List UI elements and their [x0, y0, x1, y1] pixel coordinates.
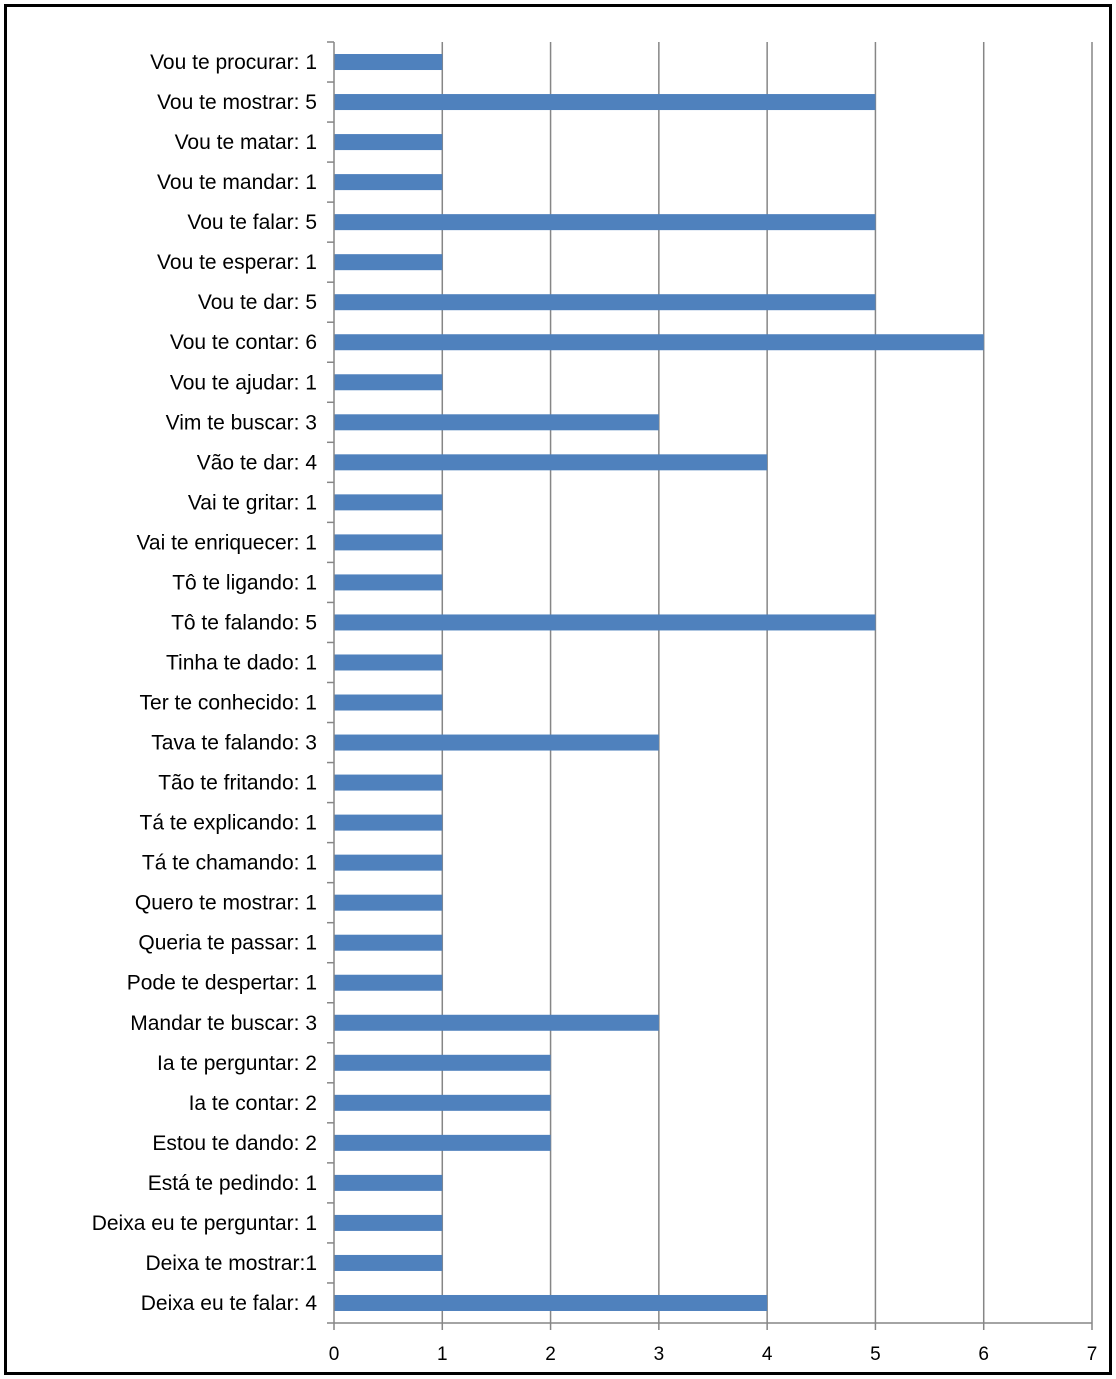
bar — [334, 614, 876, 631]
bar — [334, 134, 443, 151]
bar — [334, 54, 443, 71]
category-label: Ia te contar: 2 — [189, 1092, 317, 1115]
bar — [334, 534, 443, 551]
category-label: Vou te mandar: 1 — [157, 171, 317, 194]
x-tick-label: 1 — [437, 1344, 448, 1365]
bar — [334, 1014, 659, 1031]
category-labels: Vou te procurar: 1 Vou te mostrar: 5 Vou t… — [92, 51, 318, 1315]
category-label: Tinha te dado: 1 — [166, 651, 317, 674]
bar — [334, 1294, 768, 1311]
bar — [334, 454, 768, 471]
category-label: Vou te procurar: 1 — [150, 51, 317, 74]
category-label: Tava te falando: 3 — [151, 732, 317, 755]
category-label: Vou te esperar: 1 — [157, 251, 317, 274]
category-label: Mandar te buscar: 3 — [130, 1012, 317, 1035]
category-label: Tô te falando: 5 — [171, 611, 317, 634]
category-label: Vão te dar: 4 — [197, 451, 318, 474]
bar — [334, 854, 443, 871]
x-tick-label: 3 — [654, 1344, 665, 1365]
bar — [334, 1134, 551, 1151]
category-label: Tá te explicando: 1 — [140, 812, 317, 835]
category-label: Vou te matar: 1 — [175, 131, 317, 154]
category-label: Estou te dando: 2 — [152, 1132, 317, 1155]
category-label: Deixa eu te falar: 4 — [141, 1292, 318, 1315]
bar — [334, 654, 443, 671]
chart-frame: Vou te procurar: 1 Vou te mostrar: 5 Vou t… — [4, 4, 1112, 1375]
axes — [327, 41, 1093, 1330]
category-label: Quero te mostrar: 1 — [135, 892, 317, 915]
category-label: Tá te chamando: 1 — [142, 852, 317, 875]
category-label: Vai te gritar: 1 — [188, 491, 317, 514]
bar — [334, 1174, 443, 1191]
category-label: Vou te contar: 6 — [170, 331, 317, 354]
bar — [334, 1094, 551, 1111]
category-label: Vou te dar: 5 — [198, 291, 317, 314]
x-tick-label: 4 — [762, 1344, 773, 1365]
category-label: Ter te conhecido: 1 — [140, 692, 317, 715]
category-label: Vai te enriquecer: 1 — [136, 531, 317, 554]
category-label: Vou te mostrar: 5 — [157, 91, 317, 114]
category-label: Vou te falar: 5 — [187, 211, 317, 234]
x-tick-label: 7 — [1087, 1344, 1098, 1365]
bar — [334, 694, 443, 711]
category-label: Tão te fritando: 1 — [158, 772, 317, 795]
bar — [334, 734, 659, 751]
category-label: Pode te despertar: 1 — [127, 972, 317, 995]
bar — [334, 894, 443, 911]
bar — [334, 974, 443, 991]
bar — [334, 574, 443, 591]
bar — [334, 774, 443, 791]
bar — [334, 494, 443, 511]
bar — [334, 294, 876, 311]
bar — [334, 1254, 443, 1271]
gridlines — [441, 42, 1093, 1323]
category-label: Deixa eu te perguntar: 1 — [92, 1212, 317, 1235]
bar — [334, 94, 876, 111]
category-label: Vim te buscar: 3 — [166, 411, 317, 434]
bar — [334, 254, 443, 271]
x-tick-label: 5 — [870, 1344, 881, 1365]
bar — [334, 374, 443, 391]
bar — [334, 414, 659, 431]
bar — [334, 334, 984, 351]
bar — [334, 174, 443, 191]
x-tick-label: 2 — [545, 1344, 556, 1365]
x-tick-label: 6 — [978, 1344, 989, 1365]
bar — [334, 214, 876, 231]
bar — [334, 1214, 443, 1231]
category-label: Vou te ajudar: 1 — [170, 371, 317, 394]
bar — [334, 934, 443, 951]
bar-chart: Vou te procurar: 1 Vou te mostrar: 5 Vou t… — [92, 41, 1098, 1365]
bar — [334, 1054, 551, 1071]
category-label: Ia te perguntar: 2 — [157, 1052, 317, 1075]
bars — [334, 54, 984, 1311]
category-label: Tô te ligando: 1 — [172, 571, 317, 594]
category-label: Queria te passar: 1 — [138, 932, 317, 955]
category-label: Deixa te mostrar:1 — [145, 1252, 317, 1275]
x-tick-label: 0 — [329, 1344, 340, 1365]
category-label: Está te pedindo: 1 — [148, 1172, 317, 1195]
x-tick-labels: 0 1 2 3 4 5 6 7 — [329, 1344, 1098, 1365]
bar — [334, 814, 443, 831]
